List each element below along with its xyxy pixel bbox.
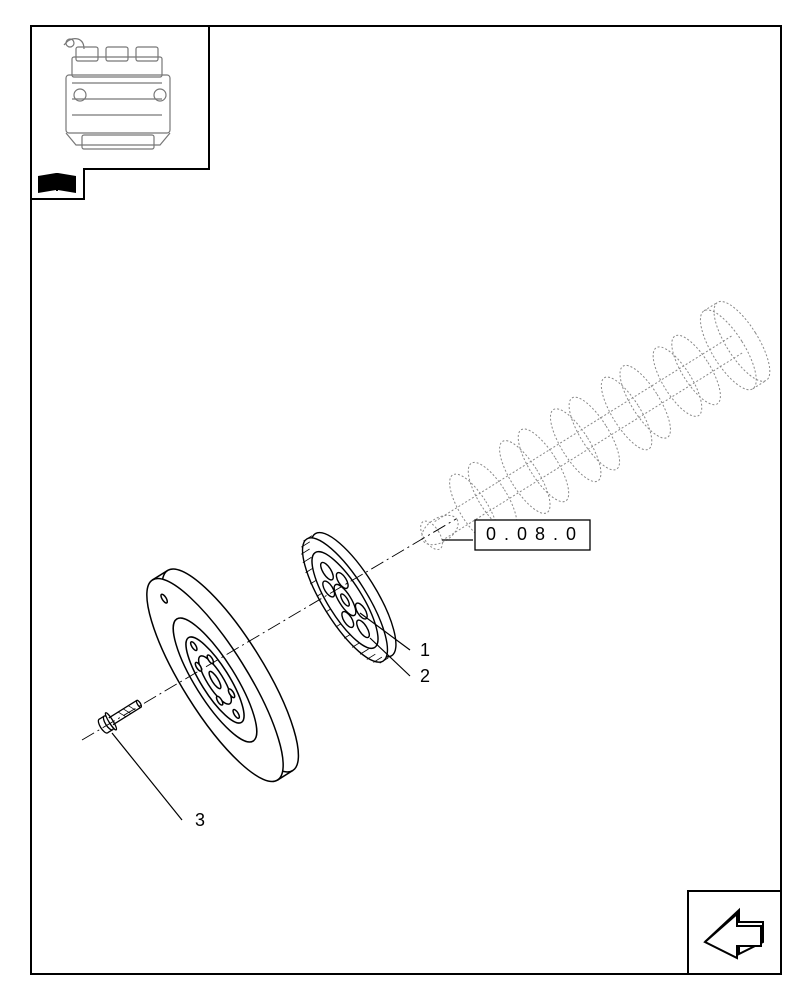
arrow-right-icon	[689, 892, 780, 973]
reference-label: 0.08.0	[486, 524, 584, 545]
page-root: 0.08.0 1 2 3	[0, 0, 812, 1000]
exploded-diagram	[0, 0, 812, 1000]
callout-3: 3	[195, 810, 205, 831]
callout-2: 2	[420, 666, 430, 687]
nav-next-box[interactable]	[687, 890, 782, 975]
callout-1: 1	[420, 640, 430, 661]
